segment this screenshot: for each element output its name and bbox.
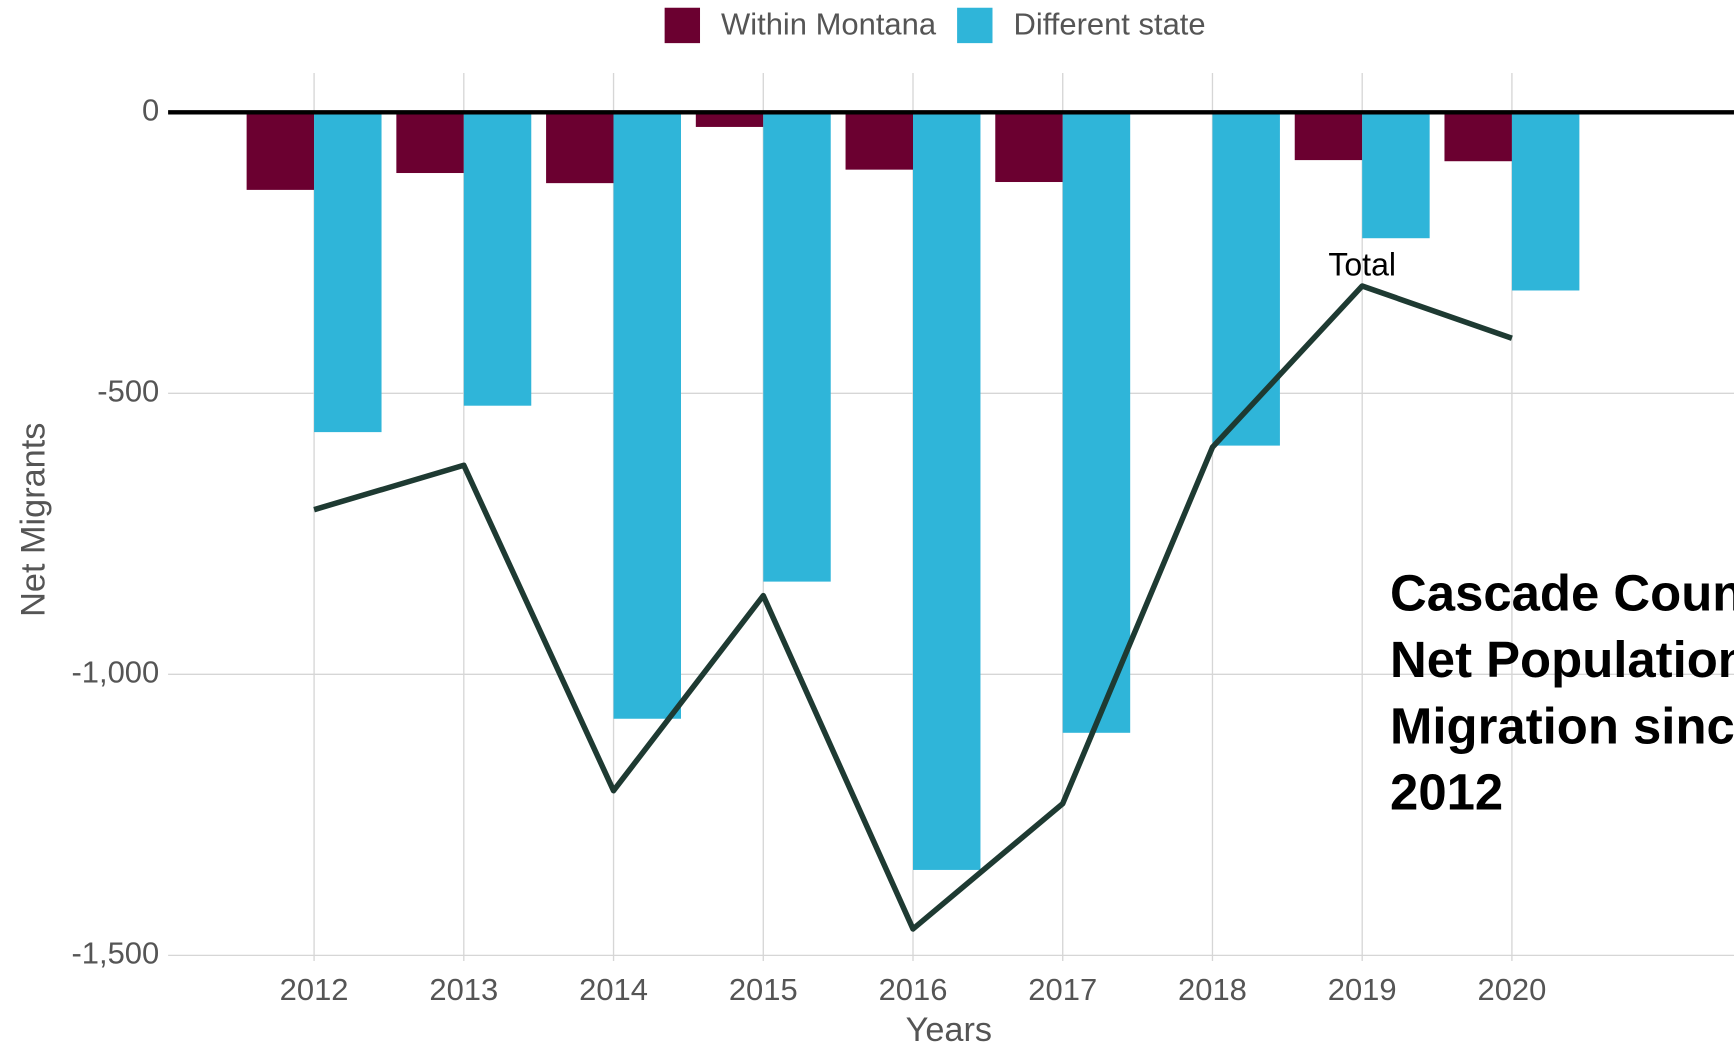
bar bbox=[763, 112, 831, 582]
bar bbox=[995, 112, 1063, 183]
x-tick-label: 2019 bbox=[1328, 972, 1397, 1007]
bar bbox=[1294, 112, 1363, 161]
legend-swatch bbox=[957, 7, 993, 44]
x-axis-title: Years bbox=[906, 1011, 992, 1049]
bar bbox=[913, 112, 981, 870]
bar bbox=[845, 112, 914, 170]
x-tick-label: 2020 bbox=[1477, 972, 1546, 1007]
legend-label: Different state bbox=[1014, 7, 1206, 42]
line-label: Total bbox=[1328, 247, 1396, 283]
chart-title: Cascade County bbox=[1390, 565, 1734, 622]
chart-title: 2012 bbox=[1390, 764, 1503, 821]
x-tick-label: 2013 bbox=[429, 972, 498, 1007]
bar bbox=[1062, 112, 1131, 733]
legend-swatch bbox=[664, 7, 701, 44]
x-tick-label: 2015 bbox=[729, 972, 798, 1007]
bar bbox=[1212, 112, 1280, 446]
bar bbox=[463, 112, 532, 406]
x-tick-label: 2018 bbox=[1178, 972, 1247, 1007]
bar bbox=[1362, 112, 1430, 239]
y-tick-label: -1,000 bbox=[71, 655, 159, 690]
chart-title: Net Population bbox=[1390, 631, 1734, 688]
bar bbox=[1444, 112, 1512, 162]
y-axis-title: Net Migrants bbox=[14, 423, 52, 617]
chart-title: Migration since bbox=[1390, 697, 1734, 754]
y-tick-label: 0 bbox=[142, 92, 159, 127]
bar bbox=[396, 112, 464, 174]
x-tick-label: 2014 bbox=[579, 972, 648, 1007]
bar bbox=[1511, 112, 1580, 291]
legend-label: Within Montana bbox=[721, 7, 937, 42]
x-tick-label: 2012 bbox=[280, 972, 349, 1007]
bar bbox=[314, 112, 382, 433]
x-tick-label: 2016 bbox=[879, 972, 948, 1007]
bar bbox=[546, 112, 614, 184]
y-tick-label: -500 bbox=[97, 374, 159, 409]
bar bbox=[613, 112, 681, 719]
bar bbox=[246, 112, 315, 190]
x-tick-label: 2017 bbox=[1028, 972, 1097, 1007]
y-tick-label: -1,500 bbox=[71, 936, 159, 971]
bar bbox=[695, 112, 764, 127]
total-line bbox=[313, 283, 1513, 932]
